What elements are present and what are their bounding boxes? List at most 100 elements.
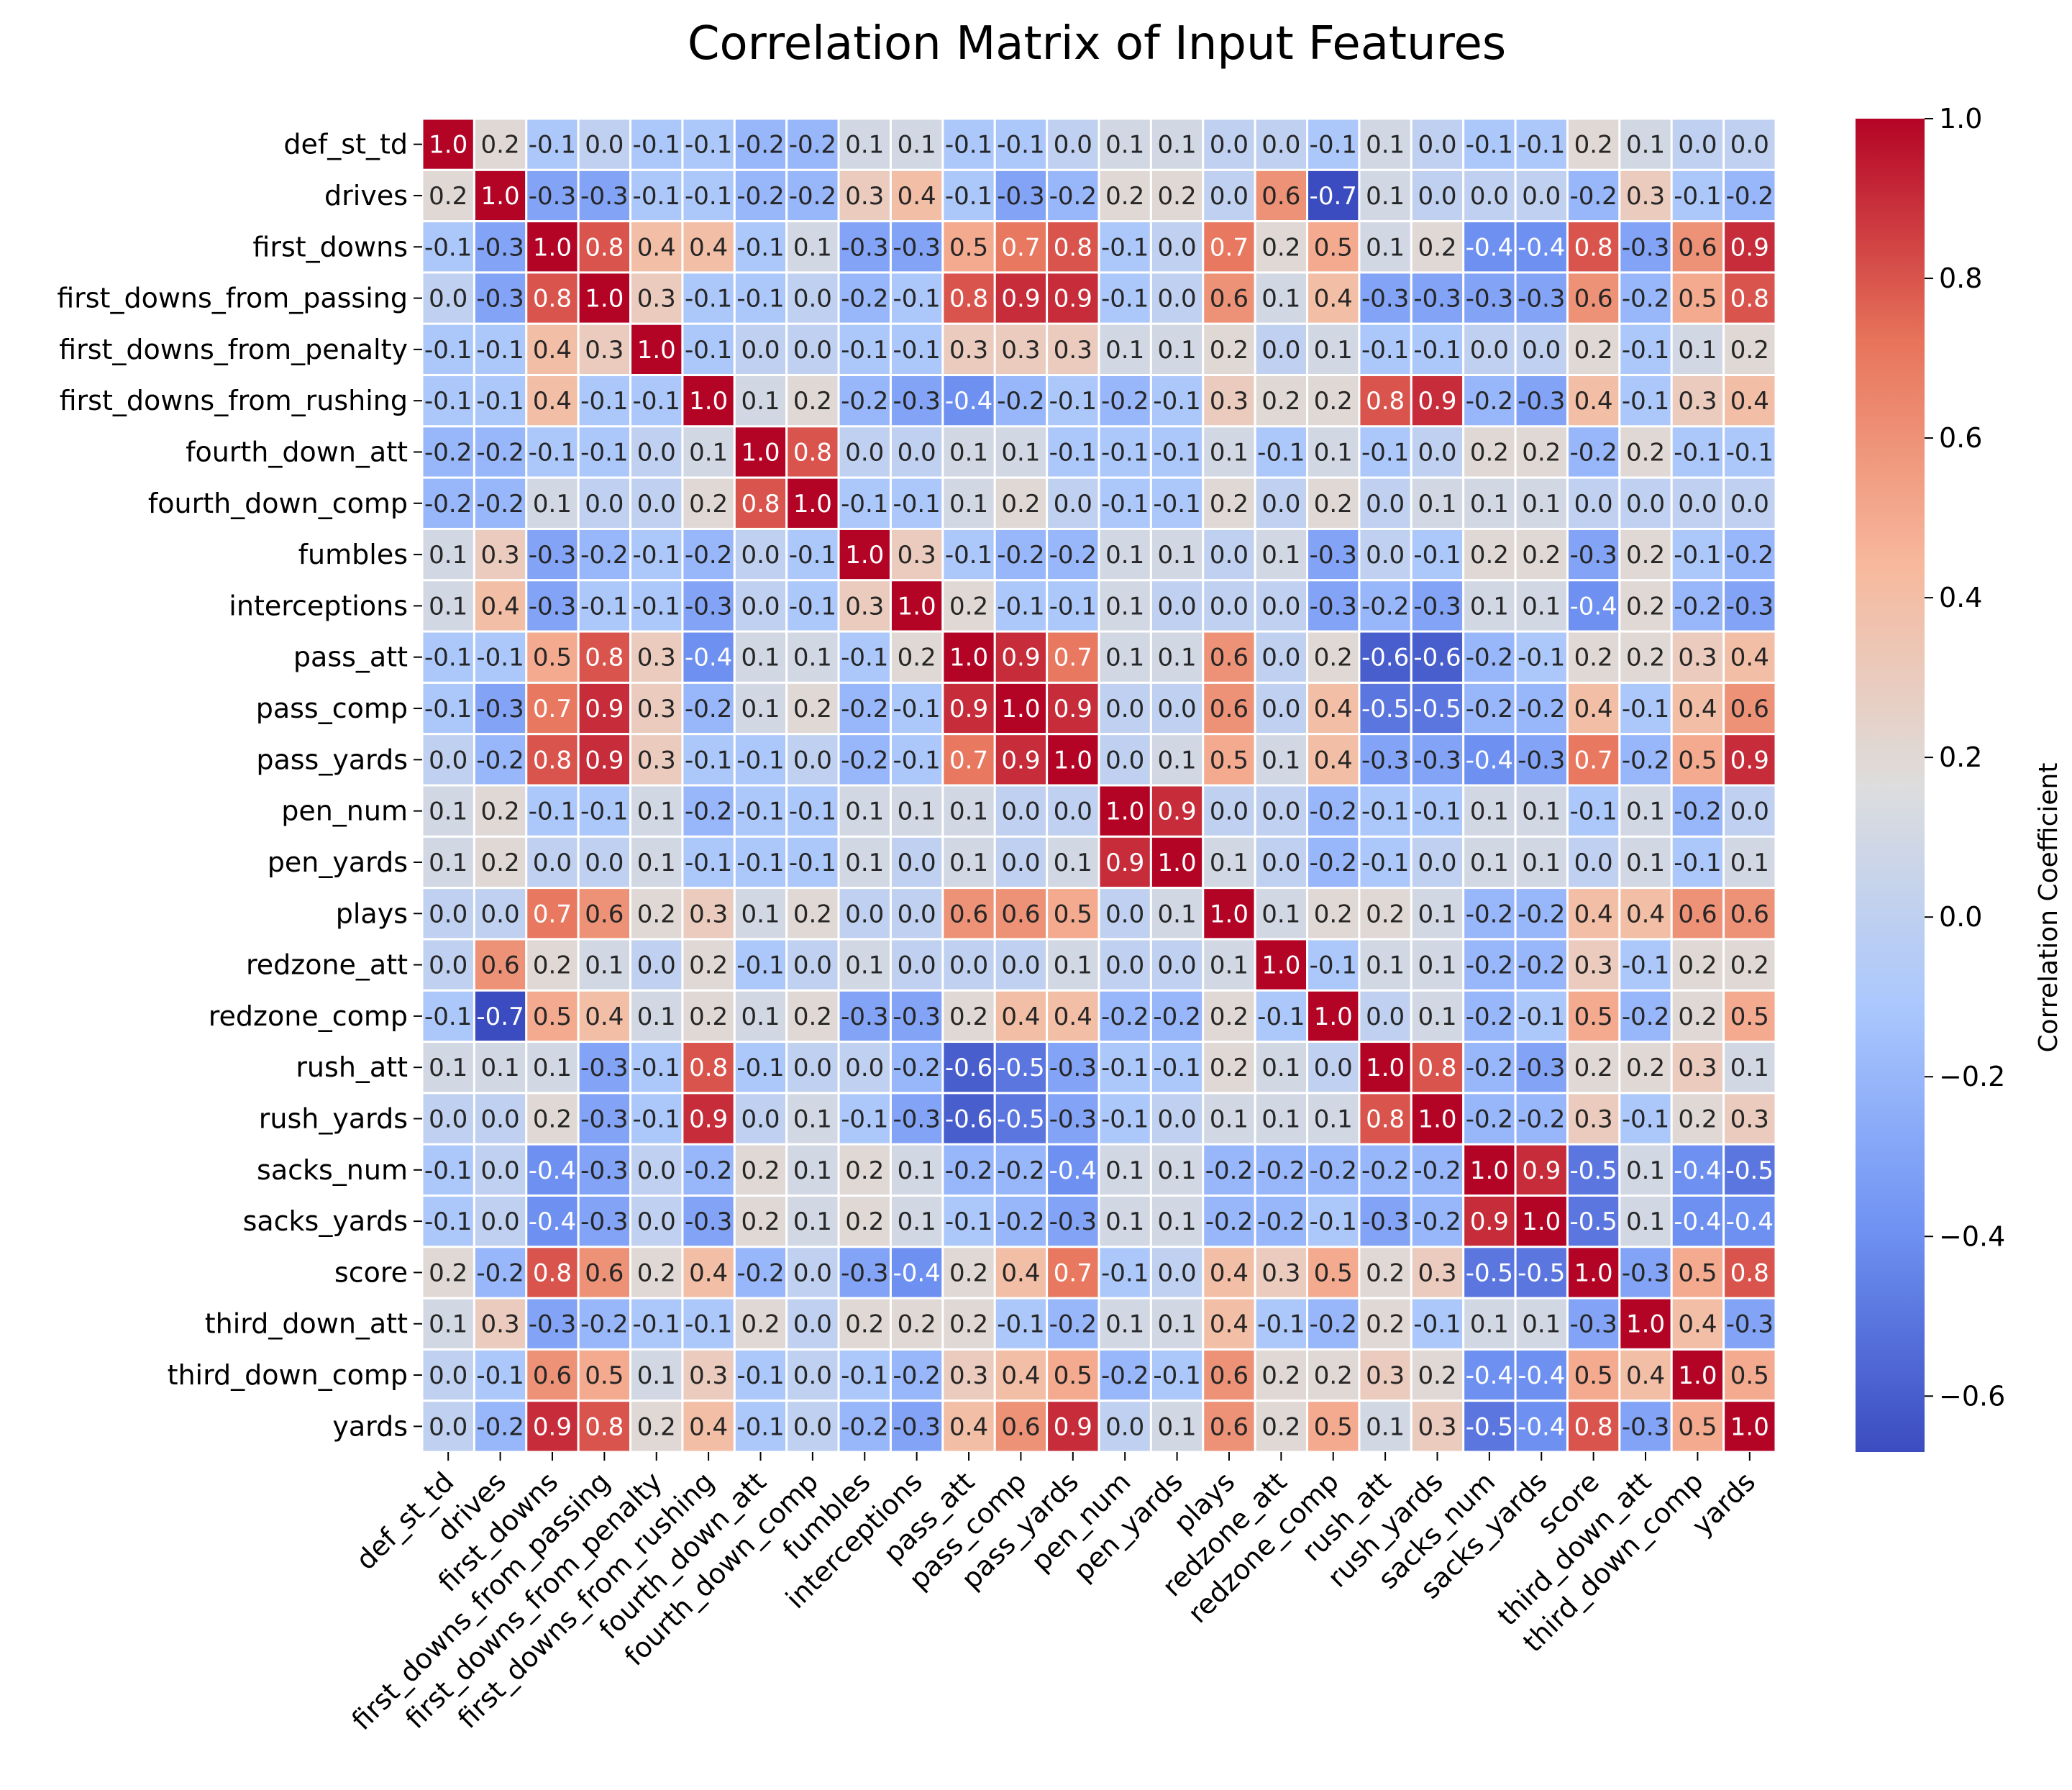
cell-value-label: -0.1 bbox=[633, 387, 680, 416]
cell-value-label: 0.1 bbox=[1366, 951, 1405, 980]
heatmap-cell-def_st_td-redzone_att bbox=[1254, 117, 1309, 171]
heatmap-cell-def_st_td-rush_att bbox=[1358, 117, 1412, 171]
heatmap-cell-fourth_down_comp-yards bbox=[1722, 476, 1777, 530]
cell-value-label: 0.2 bbox=[1678, 951, 1717, 980]
cell-value-label: -0.2 bbox=[476, 746, 524, 775]
cell-value-label: -0.1 bbox=[893, 695, 940, 723]
cell-value-label: 0.0 bbox=[898, 900, 936, 928]
cell-value-label: 0.2 bbox=[1001, 490, 1040, 519]
cell-value-label: -0.1 bbox=[1518, 131, 1565, 160]
heatmap-cell-rush_yards-drives bbox=[473, 1092, 528, 1146]
cell-value-label: -0.3 bbox=[580, 1207, 628, 1236]
cell-value-label: 0.1 bbox=[689, 439, 728, 467]
heatmap-cell-pen_num-third_down_comp bbox=[1670, 784, 1725, 838]
heatmap-cell-rush_yards-yards bbox=[1722, 1092, 1777, 1146]
cell-value-label: 0.0 bbox=[1678, 131, 1717, 160]
cell-value-label: -0.4 bbox=[1466, 746, 1513, 775]
chart-title: Correlation Matrix of Input Features bbox=[688, 17, 1506, 70]
heatmap-cell-score-fumbles bbox=[837, 1246, 892, 1300]
cell-value-label: 0.5 bbox=[1678, 1412, 1717, 1441]
row-label-sacks_yards: sacks_yards bbox=[243, 1205, 408, 1237]
cell-value-label: 0.2 bbox=[1261, 387, 1300, 416]
cell-value-label: -0.4 bbox=[1466, 233, 1513, 262]
heatmap-cell-interceptions-pen_num bbox=[1097, 579, 1152, 633]
colorbar-tick-label: −0.2 bbox=[1939, 1061, 2005, 1092]
cell-value-label: -0.3 bbox=[841, 1003, 888, 1031]
cell-value-label: 0.1 bbox=[429, 592, 467, 621]
cell-value-label: 0.6 bbox=[1001, 1412, 1040, 1441]
heatmap-cell-fourth_down_comp-redzone_att bbox=[1254, 476, 1309, 530]
cell-value-label: 0.0 bbox=[1105, 695, 1144, 723]
cell-value-label: -0.1 bbox=[736, 951, 784, 980]
cell-value-label: 0.0 bbox=[481, 1105, 520, 1134]
cell-value-label: 0.0 bbox=[1001, 951, 1040, 980]
cell-value-label: 0.1 bbox=[1418, 900, 1456, 928]
cell-value-label: 0.1 bbox=[1522, 592, 1561, 621]
heatmap-cell-fourth_down_att-redzone_comp bbox=[1306, 425, 1361, 479]
cell-value-label: 0.1 bbox=[1730, 849, 1769, 877]
cell-value-label: 0.6 bbox=[949, 900, 988, 928]
heatmap-cell-fumbles-interceptions bbox=[889, 527, 944, 582]
cell-value-label: 0.4 bbox=[1210, 1259, 1249, 1287]
cell-value-label: -0.1 bbox=[945, 1207, 992, 1236]
cell-value-label: 0.0 bbox=[793, 285, 832, 314]
cell-value-label: 0.1 bbox=[1158, 131, 1197, 160]
heatmap-cell-def_st_td-pass_comp bbox=[993, 117, 1049, 171]
heatmap-cell-first_downs_from_passing-pen_num bbox=[1097, 271, 1152, 325]
cell-value-label: 0.2 bbox=[898, 644, 936, 672]
cell-value-label: -0.1 bbox=[1361, 336, 1409, 365]
cell-value-label: -0.1 bbox=[685, 336, 732, 365]
cell-value-label: 0.9 bbox=[1418, 387, 1456, 416]
cell-value-label: -0.2 bbox=[1101, 1003, 1149, 1031]
heatmap-cell-third_down_comp-first_downs_from_penalty bbox=[629, 1348, 684, 1402]
cell-value-label: 0.2 bbox=[429, 1259, 467, 1287]
cell-value-label: 0.1 bbox=[1105, 644, 1144, 672]
cell-value-label: 0.1 bbox=[793, 1105, 832, 1134]
cell-value-label: 0.2 bbox=[689, 1003, 728, 1031]
heatmap-cell-pen_yards-plays bbox=[1202, 835, 1256, 890]
cell-value-label: 0.3 bbox=[1730, 1105, 1769, 1134]
cell-value-label: 0.9 bbox=[585, 746, 624, 775]
cell-value-label: -0.3 bbox=[1413, 285, 1461, 314]
heatmap-cell-redzone_att-interceptions bbox=[889, 938, 944, 992]
cell-value-label: -0.2 bbox=[580, 1310, 628, 1339]
heatmap-cell-def_st_td-pen_num bbox=[1097, 117, 1152, 171]
heatmap-cell-score-third_down_comp bbox=[1670, 1246, 1725, 1300]
cell-value-label: 0.0 bbox=[1470, 336, 1509, 365]
cell-value-label: 0.1 bbox=[1210, 439, 1249, 467]
row-label-first_downs: first_downs bbox=[252, 231, 408, 262]
heatmap-cell-first_downs_from_rushing-fourth_down_att bbox=[733, 374, 788, 428]
cell-value-label: -0.1 bbox=[1413, 1310, 1461, 1339]
row-label-first_downs_from_penalty: first_downs_from_penalty bbox=[59, 334, 408, 365]
row-label-drives: drives bbox=[324, 180, 408, 211]
cell-value-label: 0.9 bbox=[1054, 695, 1092, 723]
heatmap-cell-pass_comp-score bbox=[1566, 681, 1621, 736]
heatmap-cell-first_downs_from_rushing-pass_yards bbox=[1046, 374, 1100, 428]
cell-value-label: -0.2 bbox=[1466, 1054, 1513, 1082]
colorbar-tick-label: 0.0 bbox=[1939, 901, 1982, 933]
cell-value-label: 0.5 bbox=[1210, 746, 1249, 775]
heatmap-cell-first_downs-rush_yards bbox=[1410, 220, 1465, 274]
heatmap-cell-rush_att-rush_att bbox=[1358, 1041, 1412, 1095]
heatmap-cell-first_downs_from_passing-fourth_down_att bbox=[733, 271, 788, 325]
cell-value-label: 0.2 bbox=[689, 490, 728, 519]
cell-value-label: -0.1 bbox=[893, 746, 940, 775]
cell-value-label: -0.1 bbox=[424, 695, 472, 723]
cell-value-label: 0.6 bbox=[1678, 900, 1717, 928]
cell-value-label: 0.1 bbox=[793, 233, 832, 262]
cell-value-label: -0.4 bbox=[1726, 1207, 1774, 1236]
cell-value-label: 0.0 bbox=[429, 1412, 467, 1441]
cell-value-label: 0.2 bbox=[1158, 182, 1197, 211]
heatmap-cell-pen_yards-first_downs_from_rushing bbox=[681, 835, 736, 890]
cell-value-label: -0.5 bbox=[1569, 1207, 1617, 1236]
cell-value-label: 0.2 bbox=[1470, 439, 1509, 467]
cell-value-label: 0.4 bbox=[1001, 1361, 1040, 1390]
cell-value-label: 0.6 bbox=[1261, 182, 1300, 211]
cell-value-label: 0.8 bbox=[585, 233, 624, 262]
cell-value-label: -0.3 bbox=[1518, 746, 1565, 775]
cell-value-label: 0.1 bbox=[1366, 131, 1405, 160]
cell-value-label: 0.1 bbox=[1001, 439, 1040, 467]
cell-value-label: 0.2 bbox=[1261, 233, 1300, 262]
cell-value-label: 0.1 bbox=[533, 1054, 572, 1082]
heatmap-cell-rush_yards-first_downs_from_penalty bbox=[629, 1092, 684, 1146]
